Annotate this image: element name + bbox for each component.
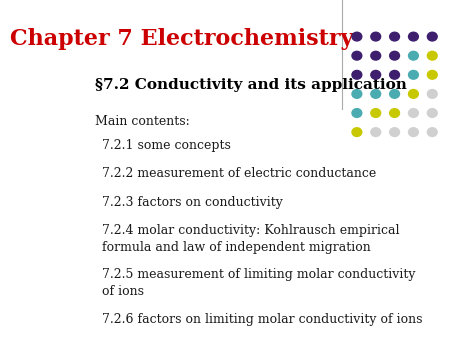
Circle shape bbox=[371, 90, 381, 98]
Circle shape bbox=[390, 51, 400, 60]
Circle shape bbox=[390, 128, 400, 137]
Circle shape bbox=[428, 32, 437, 41]
Circle shape bbox=[409, 108, 419, 117]
Text: 7.2.2 measurement of electric conductance: 7.2.2 measurement of electric conductanc… bbox=[103, 167, 377, 180]
Circle shape bbox=[390, 70, 400, 79]
Circle shape bbox=[409, 70, 419, 79]
Circle shape bbox=[390, 108, 400, 117]
Circle shape bbox=[428, 90, 437, 98]
Text: 7.2.6 factors on limiting molar conductivity of ions: 7.2.6 factors on limiting molar conducti… bbox=[103, 313, 423, 325]
Circle shape bbox=[371, 70, 381, 79]
Circle shape bbox=[371, 108, 381, 117]
Circle shape bbox=[409, 128, 419, 137]
Circle shape bbox=[352, 90, 362, 98]
Circle shape bbox=[409, 51, 419, 60]
Circle shape bbox=[352, 108, 362, 117]
Circle shape bbox=[390, 90, 400, 98]
Circle shape bbox=[371, 128, 381, 137]
Circle shape bbox=[409, 90, 419, 98]
Text: 7.2.1 some concepts: 7.2.1 some concepts bbox=[103, 139, 231, 152]
Circle shape bbox=[352, 32, 362, 41]
Circle shape bbox=[352, 51, 362, 60]
Text: 7.2.5 measurement of limiting molar conductivity
of ions: 7.2.5 measurement of limiting molar cond… bbox=[103, 268, 416, 298]
Text: §7.2 Conductivity and its application: §7.2 Conductivity and its application bbox=[95, 78, 407, 93]
Text: Chapter 7 Electrochemistry: Chapter 7 Electrochemistry bbox=[10, 28, 353, 50]
Circle shape bbox=[428, 108, 437, 117]
Circle shape bbox=[352, 70, 362, 79]
Circle shape bbox=[428, 70, 437, 79]
Text: 7.2.3 factors on conductivity: 7.2.3 factors on conductivity bbox=[103, 196, 284, 209]
Text: 7.2.4 molar conductivity: Kohlrausch empirical
formula and law of independent mi: 7.2.4 molar conductivity: Kohlrausch emp… bbox=[103, 224, 400, 254]
Circle shape bbox=[390, 32, 400, 41]
Circle shape bbox=[371, 32, 381, 41]
Circle shape bbox=[371, 51, 381, 60]
Circle shape bbox=[428, 51, 437, 60]
Circle shape bbox=[409, 32, 419, 41]
Circle shape bbox=[428, 128, 437, 137]
Circle shape bbox=[352, 128, 362, 137]
Text: Main contents:: Main contents: bbox=[95, 115, 189, 128]
